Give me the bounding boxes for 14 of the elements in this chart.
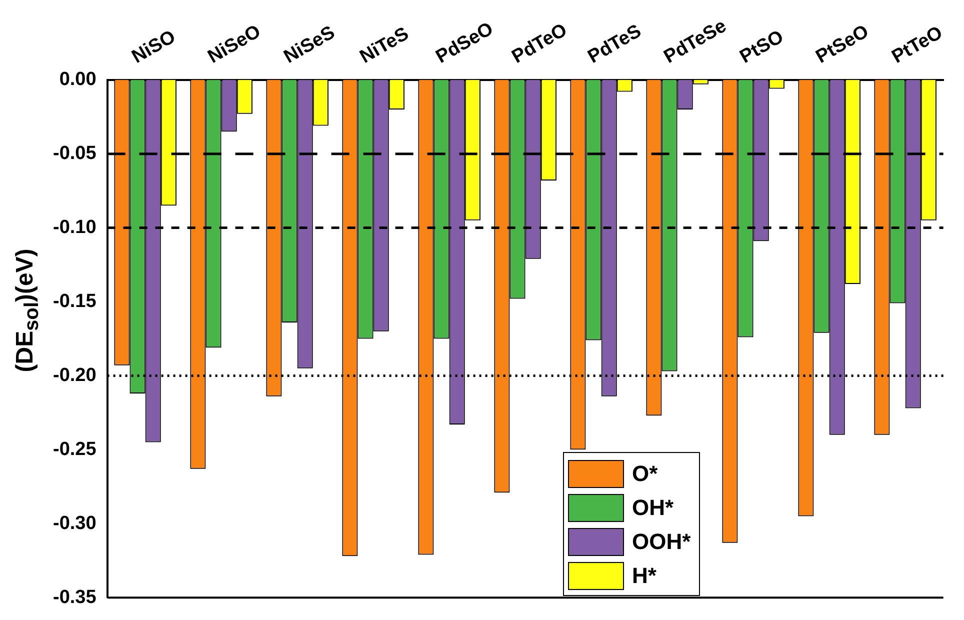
y-tick-label: -0.10 — [52, 217, 96, 238]
legend-label: H* — [632, 563, 656, 589]
x-tick-label: PtSO — [736, 26, 788, 68]
y-tick-label: -0.35 — [52, 586, 97, 608]
y-tick-label: -0.25 — [52, 438, 97, 460]
legend-label: OOH* — [632, 529, 691, 555]
y-tick-label: 0.00 — [59, 69, 96, 90]
x-tick-label: NiSO — [128, 26, 180, 68]
y-tick-label: -0.05 — [52, 143, 97, 164]
legend-label: OH* — [632, 495, 674, 521]
y-tick-label: -0.30 — [52, 512, 96, 534]
y-tick-label: -0.15 — [52, 291, 97, 312]
legend-label: O* — [632, 461, 658, 487]
y-tick-label: -0.20 — [52, 364, 96, 386]
